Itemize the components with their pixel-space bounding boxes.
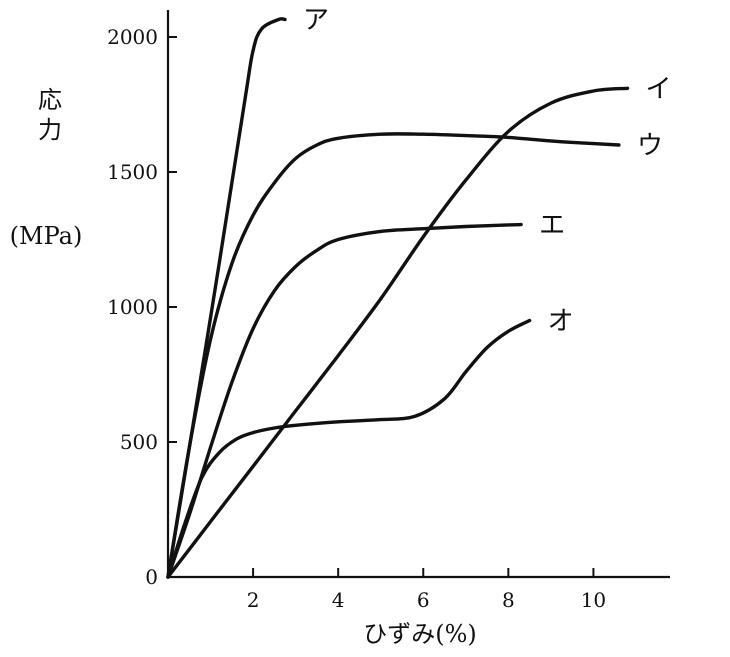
axes xyxy=(166,10,670,579)
ylabel-line-1: 応 xyxy=(38,86,62,114)
series-line-3 xyxy=(166,132,621,579)
y-tick-label-0: 0 xyxy=(145,565,158,589)
series-lines xyxy=(166,17,630,579)
series-label-2: イ xyxy=(645,74,671,104)
series-line-1 xyxy=(166,17,287,579)
series-label-3: ウ xyxy=(637,131,663,161)
y-tick-label-1000: 1000 xyxy=(107,295,158,319)
series-line-4 xyxy=(166,222,523,579)
series-line-5 xyxy=(166,318,532,579)
y-unit-label: (MPa) xyxy=(10,222,83,250)
x-axis-title: ひずみ(%) xyxy=(363,620,477,648)
series-label-1: ア xyxy=(303,5,329,35)
x-tick-label-8: 8 xyxy=(502,588,515,612)
y-tick-label-1500: 1500 xyxy=(107,160,158,184)
series-line-2 xyxy=(166,86,630,579)
tick-marks xyxy=(168,36,595,577)
y-tick-label-2000: 2000 xyxy=(107,25,158,49)
series-label-4: エ xyxy=(539,211,565,241)
x-tick-label-4: 4 xyxy=(332,588,345,612)
ylabel-line-2: 力 xyxy=(38,116,62,144)
series-label-5: オ xyxy=(548,307,574,337)
x-tick-label-2: 2 xyxy=(247,588,260,612)
x-tick-label-10: 10 xyxy=(581,588,606,612)
y-tick-label-500: 500 xyxy=(120,430,158,454)
tick-labels: 0 500 1000 1500 2000 2 4 6 8 10 xyxy=(107,25,606,612)
x-tick-label-6: 6 xyxy=(417,588,430,612)
